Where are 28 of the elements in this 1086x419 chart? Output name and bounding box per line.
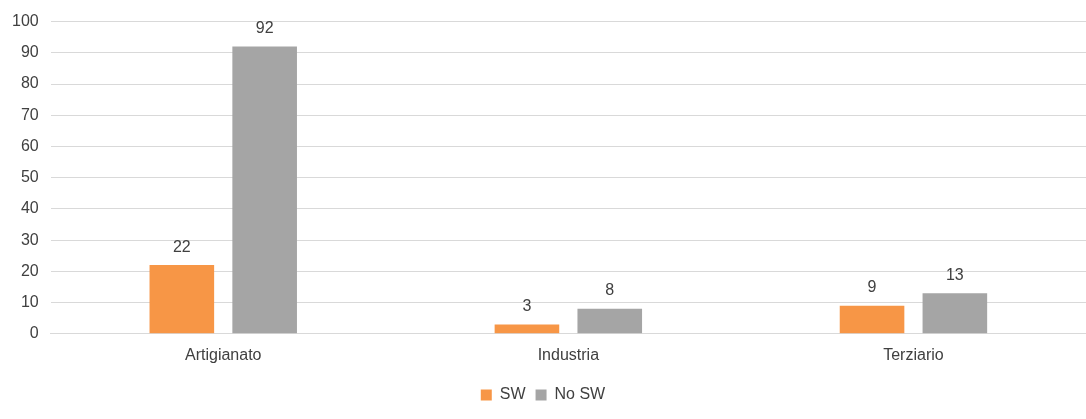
- bar: [577, 308, 643, 334]
- y-tick-label: 80: [20, 74, 39, 92]
- bar: [494, 324, 560, 334]
- y-tick-label: 70: [20, 105, 39, 123]
- y-tick-label: 90: [20, 43, 39, 61]
- legend-label: SW: [499, 385, 527, 403]
- bar: [922, 293, 988, 334]
- y-tick-label: 10: [20, 292, 39, 310]
- y-tick-label: 20: [20, 261, 39, 279]
- data-label: 8: [605, 281, 615, 299]
- y-tick-label: 30: [20, 230, 39, 248]
- y-tick-label: 0: [29, 324, 39, 342]
- x-tick-label: Artigianato: [185, 345, 262, 363]
- data-label: 9: [867, 278, 877, 296]
- x-tick-label: Industria: [537, 345, 600, 363]
- data-label: 13: [945, 265, 964, 283]
- bar: [232, 46, 297, 334]
- y-tick-label: 40: [20, 199, 39, 217]
- bar: [839, 305, 905, 334]
- data-label: 22: [172, 237, 191, 255]
- y-tick-label: 50: [20, 168, 39, 186]
- data-label: 92: [255, 18, 274, 36]
- legend-label: No SW: [554, 385, 607, 403]
- y-tick-label: 100: [11, 12, 39, 30]
- y-tick-label: 60: [20, 136, 39, 154]
- data-label: 3: [522, 296, 532, 314]
- bar: [149, 265, 215, 334]
- x-tick-label: Terziario: [883, 345, 944, 363]
